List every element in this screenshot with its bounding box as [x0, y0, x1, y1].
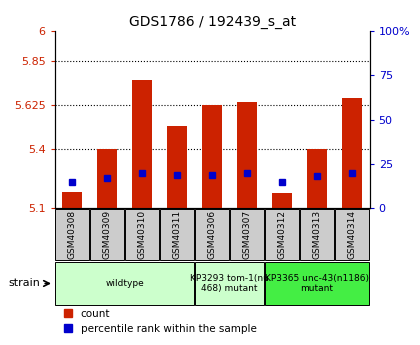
- Bar: [97, 149, 117, 208]
- FancyBboxPatch shape: [265, 262, 369, 305]
- Text: KP3365 unc-43(n1186)
mutant: KP3365 unc-43(n1186) mutant: [265, 274, 369, 293]
- Bar: [132, 80, 152, 208]
- FancyBboxPatch shape: [160, 209, 194, 260]
- Bar: [342, 98, 362, 208]
- Bar: [273, 194, 292, 208]
- FancyBboxPatch shape: [195, 209, 229, 260]
- Text: wildtype: wildtype: [105, 279, 144, 288]
- Bar: [168, 126, 187, 208]
- FancyBboxPatch shape: [335, 209, 369, 260]
- Text: strain: strain: [9, 278, 41, 288]
- FancyBboxPatch shape: [90, 209, 124, 260]
- FancyBboxPatch shape: [300, 209, 334, 260]
- FancyBboxPatch shape: [230, 209, 264, 260]
- Text: GSM40312: GSM40312: [278, 210, 286, 259]
- FancyBboxPatch shape: [265, 209, 299, 260]
- FancyBboxPatch shape: [195, 262, 264, 305]
- Text: GSM40308: GSM40308: [68, 210, 76, 259]
- FancyBboxPatch shape: [55, 209, 89, 260]
- FancyBboxPatch shape: [55, 262, 194, 305]
- Bar: [202, 105, 222, 208]
- Text: GSM40306: GSM40306: [207, 210, 217, 259]
- Text: GSM40313: GSM40313: [312, 210, 322, 259]
- Bar: [63, 193, 82, 208]
- Bar: [307, 149, 327, 208]
- Text: KP3293 tom-1(nu
468) mutant: KP3293 tom-1(nu 468) mutant: [190, 274, 269, 293]
- Title: GDS1786 / 192439_s_at: GDS1786 / 192439_s_at: [129, 14, 296, 29]
- Text: GSM40309: GSM40309: [102, 210, 112, 259]
- Bar: [237, 102, 257, 208]
- Text: GSM40311: GSM40311: [173, 210, 181, 259]
- Legend: count, percentile rank within the sample: count, percentile rank within the sample: [60, 304, 261, 338]
- Text: GSM40314: GSM40314: [348, 210, 357, 259]
- Text: GSM40307: GSM40307: [243, 210, 252, 259]
- FancyBboxPatch shape: [125, 209, 159, 260]
- Text: GSM40310: GSM40310: [138, 210, 147, 259]
